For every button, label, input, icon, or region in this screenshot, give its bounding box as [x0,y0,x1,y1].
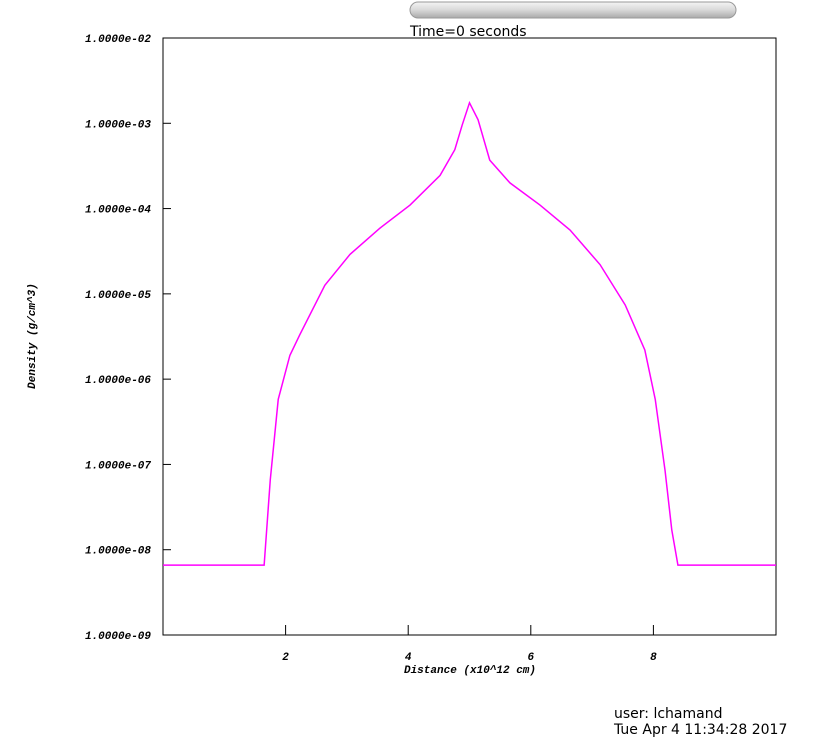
x-axis-label: Distance (x10^12 cm) [404,665,536,677]
y-tick-label: 1.0000e-08 [85,546,151,558]
y-tick-label: 1.0000e-09 [85,631,151,643]
y-tick-label: 1.0000e-05 [85,290,151,302]
y-tick-label: 1.0000e-06 [85,375,151,387]
x-tick-label: 8 [650,652,657,664]
data-line [163,100,776,566]
x-tick-label: 6 [527,652,534,664]
user-annotation: user: lchamand [614,706,722,722]
x-tick-label: 4 [405,652,412,664]
y-tick-label: 1.0000e-03 [85,119,151,131]
plot-frame [162,37,777,636]
chart-title: Time=0 seconds [409,24,527,40]
y-axis-label: Density (g/cm^3) [27,283,39,389]
time-slider[interactable] [409,1,737,19]
y-tick-label: 1.0000e-07 [85,460,151,472]
date-annotation: Tue Apr 4 11:34:28 2017 [613,722,787,738]
x-tick-label: 2 [282,652,289,664]
y-tick-label: 1.0000e-04 [85,205,151,217]
y-tick-label: 1.0000e-02 [85,34,151,46]
